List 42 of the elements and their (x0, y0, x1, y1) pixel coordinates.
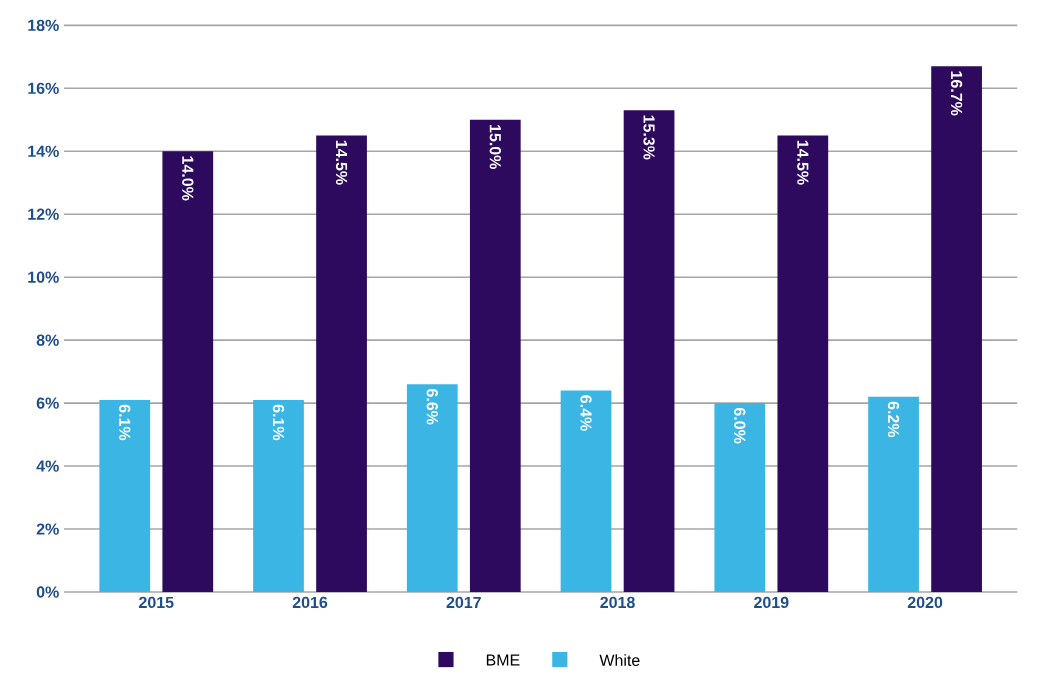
x-tick-label: 2020 (907, 596, 943, 609)
data-label: 16.7% (950, 71, 963, 116)
bar (931, 66, 982, 593)
bar (777, 135, 829, 593)
y-tick-label: 16% (28, 82, 59, 95)
data-label: 6.1% (119, 404, 131, 441)
bar (469, 119, 521, 593)
data-label: 6.2% (887, 401, 900, 438)
y-tick-label: 0% (36, 586, 59, 598)
y-tick-label: 18% (28, 19, 59, 32)
bar (623, 110, 675, 593)
data-label: 14.5% (335, 140, 348, 185)
x-tick-label: 2016 (292, 596, 328, 609)
x-tick-label: 2018 (600, 596, 635, 609)
bar (162, 151, 214, 593)
x-tick-label: 2015 (139, 596, 174, 609)
data-label: 14.5% (797, 140, 809, 185)
bar (99, 400, 151, 593)
bar (253, 400, 304, 593)
data-label: 6.4% (580, 395, 592, 431)
y-tick-label: 6% (36, 397, 59, 409)
x-tick-label: 2019 (754, 596, 789, 609)
y-tick-label: 2% (36, 523, 59, 535)
y-tick-label: 14% (28, 145, 59, 158)
legend-label: BME (486, 654, 520, 666)
y-tick-label: 4% (36, 460, 59, 472)
y-tick-label: 10% (28, 271, 59, 284)
data-label: 14.0% (182, 156, 194, 201)
bar (868, 396, 919, 593)
y-tick-label: 12% (28, 208, 59, 221)
bar (560, 390, 612, 593)
data-label: 6.6% (426, 389, 438, 425)
x-tick-label: 2017 (446, 596, 481, 609)
bar (406, 384, 458, 593)
bar (316, 135, 367, 593)
data-label: 6.1% (272, 404, 285, 441)
data-label: 15.3% (643, 115, 655, 160)
data-label: 15.0% (489, 125, 501, 170)
legend-label: White (599, 654, 640, 667)
bar (714, 403, 766, 593)
y-tick-label: 8% (36, 334, 59, 346)
data-label: 6.0% (734, 408, 746, 444)
